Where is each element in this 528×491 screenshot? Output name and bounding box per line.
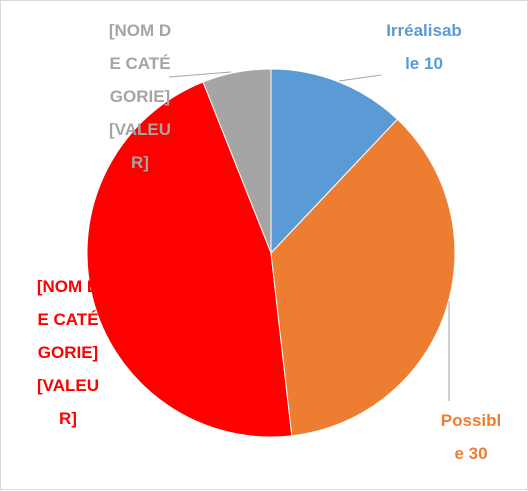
value-label: [VALEUR]	[108, 120, 171, 172]
pie-slice	[86, 81, 293, 438]
pie-slice	[270, 118, 456, 437]
category-label: Irréalisable	[386, 21, 462, 73]
leader-line	[338, 74, 382, 82]
data-label: Irréalisable 10	[385, 14, 463, 80]
category-label: [NOM DE CATÉGORIE]	[108, 21, 172, 106]
data-label: [NOM DE CATÉGORIE] [VALEUR]	[104, 14, 176, 179]
value-label: [VALEUR]	[36, 376, 99, 428]
value-label: 30	[468, 444, 488, 463]
category-label: Possible	[440, 411, 502, 463]
leader-line	[168, 71, 232, 78]
pie-slice	[270, 68, 399, 255]
data-label: [NOM DE CATÉGORIE] [VALEUR]	[32, 270, 104, 435]
data-label: Possible 30	[438, 404, 504, 470]
value-label: 10	[424, 54, 443, 73]
category-label: [NOM DE CATÉGORIE]	[36, 277, 100, 362]
